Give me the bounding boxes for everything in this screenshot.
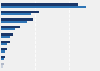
Bar [1,21,27,23]
Bar [1,6,86,8]
Bar [1,43,7,45]
Bar [1,41,10,43]
Bar [1,18,33,21]
Bar [1,11,39,13]
Bar [1,26,20,28]
Bar [1,48,7,50]
Bar [1,28,15,30]
Bar [1,65,3,68]
Bar [1,13,31,15]
Bar [1,3,78,6]
Bar [1,56,5,58]
Bar [1,63,4,65]
Bar [1,36,10,38]
Bar [1,50,5,53]
Bar [1,58,4,60]
Bar [1,33,13,36]
